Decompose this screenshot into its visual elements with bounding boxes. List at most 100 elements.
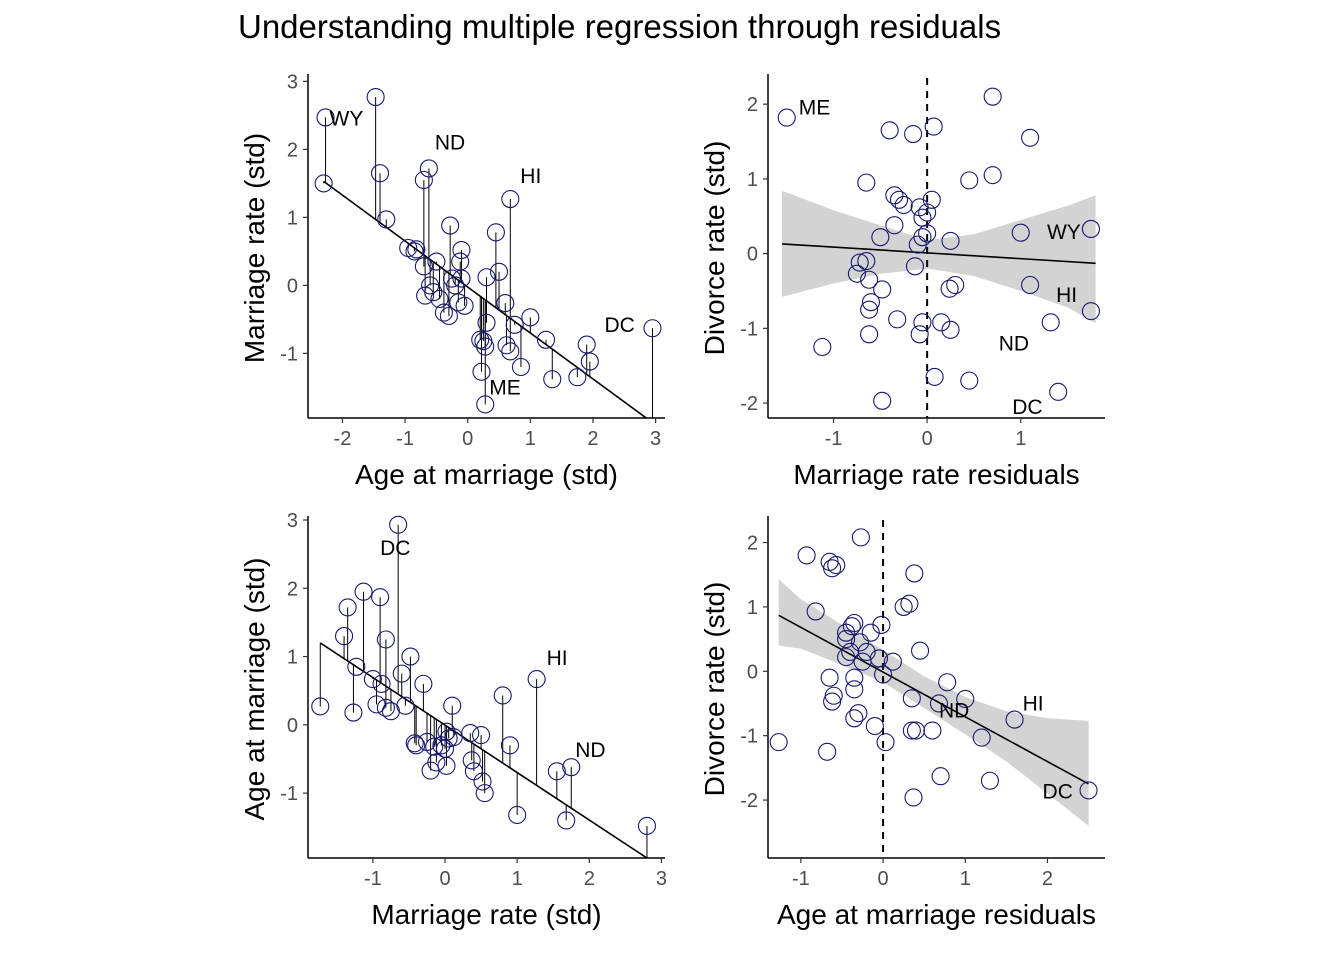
data-point: [444, 728, 463, 747]
data-point: [401, 647, 420, 666]
data-point: [894, 597, 913, 616]
data-point: [643, 319, 662, 338]
data-point: [1041, 313, 1060, 332]
data-point: [972, 728, 991, 747]
data-point: [1081, 302, 1101, 321]
data-point: [501, 189, 520, 209]
data-point: [462, 751, 481, 770]
confidence-ribbon: [778, 579, 1089, 826]
y-tick-label: 3: [287, 71, 298, 93]
data-point: [769, 733, 788, 752]
data-point: [983, 87, 1002, 106]
data-point: [427, 753, 446, 772]
point-label-nd: ND: [435, 131, 465, 154]
data-point: [1021, 275, 1040, 295]
data-point: [314, 174, 333, 193]
data-point: [929, 694, 949, 713]
data-point: [414, 170, 433, 190]
data-point: [960, 171, 979, 190]
data-point: [905, 564, 924, 583]
data-point: [452, 240, 471, 260]
y-axis-title: Age at marriage (std): [239, 558, 270, 821]
data-point: [890, 190, 909, 209]
x-tick-label: 3: [656, 868, 667, 890]
data-point: [873, 391, 892, 410]
data-point: [500, 736, 519, 755]
data-point: [913, 313, 932, 332]
data-point: [851, 528, 870, 547]
data-point: [902, 689, 921, 708]
y-tick-label: -1: [280, 783, 298, 805]
data-point: [938, 673, 957, 692]
data-point: [455, 296, 474, 315]
data-point: [511, 357, 530, 377]
data-point: [841, 642, 860, 662]
data-point: [568, 368, 587, 387]
data-point: [883, 652, 902, 671]
x-axis-title: Marriage rate residuals: [793, 459, 1079, 490]
data-point: [416, 286, 435, 305]
data-point: [366, 87, 385, 107]
data-point: [888, 310, 907, 329]
data-point: [860, 300, 879, 319]
data-point: [443, 696, 462, 715]
data-point: [931, 767, 950, 786]
panel-age-residuals-vs-divorce: ND HI DC -1 0 1 2 -2 -1 0 1 2 Age at marriage residu…: [699, 516, 1105, 930]
data-point: [857, 642, 876, 662]
point-label-hi: HI: [1056, 284, 1077, 307]
y-tick-label: 1: [747, 169, 758, 191]
data-point: [347, 657, 366, 676]
data-point: [577, 335, 596, 354]
fit-line: [781, 243, 1096, 265]
data-point: [405, 242, 424, 261]
x-tick-label: 1: [512, 868, 523, 890]
data-point: [904, 124, 923, 144]
x-tick-label: 1: [960, 868, 971, 890]
data-point: [906, 721, 926, 740]
data-point: [922, 190, 941, 209]
data-point: [451, 252, 470, 271]
data-point: [905, 257, 925, 276]
data-point: [857, 173, 876, 192]
y-tick-label: 3: [287, 510, 298, 532]
data-point: [837, 630, 856, 649]
data-point: [562, 758, 581, 777]
data-point: [847, 264, 866, 283]
y-tick-label: 0: [287, 275, 298, 297]
point-label-nd: ND: [575, 739, 605, 762]
data-point: [871, 228, 890, 247]
x-tick-label: 1: [1015, 428, 1026, 450]
data-point: [849, 704, 868, 723]
data-point: [911, 641, 930, 660]
y-tick-label: 2: [747, 94, 758, 116]
data-point: [472, 726, 491, 745]
data-point: [497, 336, 516, 355]
data-point: [860, 325, 879, 344]
data-point: [851, 633, 870, 652]
data-point: [580, 352, 599, 371]
point-label-hi: HI: [520, 165, 541, 188]
data-point: [557, 811, 576, 830]
data-point: [941, 231, 960, 250]
data-point: [777, 108, 796, 127]
point-label-nd: ND: [939, 699, 969, 722]
x-tick-label: 2: [1042, 868, 1053, 890]
data-point: [861, 623, 880, 642]
data-point: [885, 186, 904, 205]
data-point: [439, 306, 458, 326]
x-tick-label: 0: [878, 868, 889, 890]
data-point: [865, 716, 884, 736]
data-point: [377, 210, 396, 229]
data-point: [486, 223, 505, 242]
data-point: [860, 270, 879, 289]
data-point: [396, 696, 415, 715]
data-point: [925, 367, 944, 386]
x-tick-label: -1: [825, 428, 843, 450]
data-point: [316, 108, 335, 127]
data-point: [414, 674, 433, 693]
x-tick-label: 2: [587, 428, 598, 450]
data-point: [918, 224, 937, 243]
panel-marriage-vs-age: DC HI ND -1 0 1 2 3 -1 0 1 2 3 Marriage rate (std) Age…: [239, 510, 667, 930]
data-point: [874, 665, 893, 684]
data-point: [475, 784, 494, 803]
